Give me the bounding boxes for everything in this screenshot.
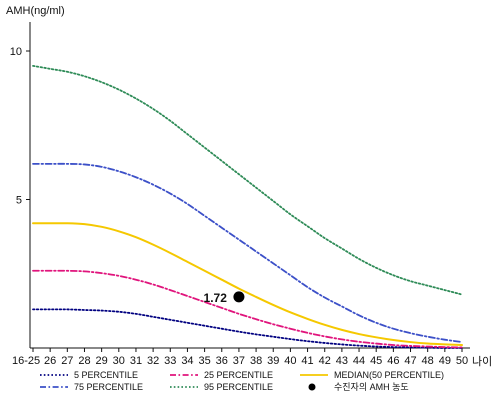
x-tick-label: 16-25 — [12, 355, 40, 367]
x-tick-label: 30 — [113, 355, 125, 367]
legend-label-3: 75 PERCENTILE — [74, 382, 143, 392]
x-tick-label: 49 — [439, 355, 451, 367]
x-tick-label: 47 — [404, 355, 416, 367]
series-line-2 — [32, 269, 463, 349]
series-line-4 — [32, 222, 463, 347]
legend-label-0: 5 PERCENTILE — [74, 370, 138, 380]
x-tick-label: 44 — [353, 355, 365, 367]
x-tick-label: 41 — [301, 355, 313, 367]
x-tick-label: 36 — [216, 355, 228, 367]
x-axis-title: 나이 — [472, 355, 492, 368]
x-tick-label: 31 — [130, 355, 142, 367]
x-tick-label: 32 — [147, 355, 159, 367]
legend-point-marker — [308, 383, 316, 391]
x-tick-label: 48 — [422, 355, 434, 367]
series-line-3 — [32, 64, 463, 296]
x-tick-label: 26 — [44, 355, 56, 367]
x-tick-label: 37 — [233, 355, 245, 367]
legend-label-5: 수진자의 AMH 농도 — [334, 382, 409, 392]
x-tick-label: 39 — [267, 355, 279, 367]
x-tick-label: 43 — [336, 355, 348, 367]
y-tick-label: 10 — [10, 46, 22, 58]
x-tick-label: 27 — [61, 355, 73, 367]
y-tick-label: 5 — [16, 195, 22, 207]
patient-amh-point — [233, 291, 245, 303]
x-tick-label: 46 — [387, 355, 399, 367]
y-axis-title: AMH(ng/ml) — [6, 5, 65, 17]
x-tick-label: 45 — [370, 355, 382, 367]
x-tick-label: 35 — [198, 355, 210, 367]
series-line-1 — [32, 162, 463, 343]
x-tick-label: 34 — [181, 355, 193, 367]
series-line-0 — [32, 308, 463, 349]
x-tick-label: 33 — [164, 355, 176, 367]
patient-amh-value-label: 1.72 — [204, 291, 228, 305]
x-tick-label: 28 — [78, 355, 90, 367]
x-tick-label: 42 — [319, 355, 331, 367]
legend-label-2: MEDIAN(50 PERCENTILE) — [334, 370, 444, 380]
x-tick-label: 38 — [250, 355, 262, 367]
legend-label-1: 25 PERCENTILE — [204, 370, 273, 380]
x-tick-label: 29 — [96, 355, 108, 367]
x-tick-label: 50 — [456, 355, 468, 367]
x-tick-label: 40 — [284, 355, 296, 367]
legend-label-4: 95 PERCENTILE — [204, 382, 273, 392]
